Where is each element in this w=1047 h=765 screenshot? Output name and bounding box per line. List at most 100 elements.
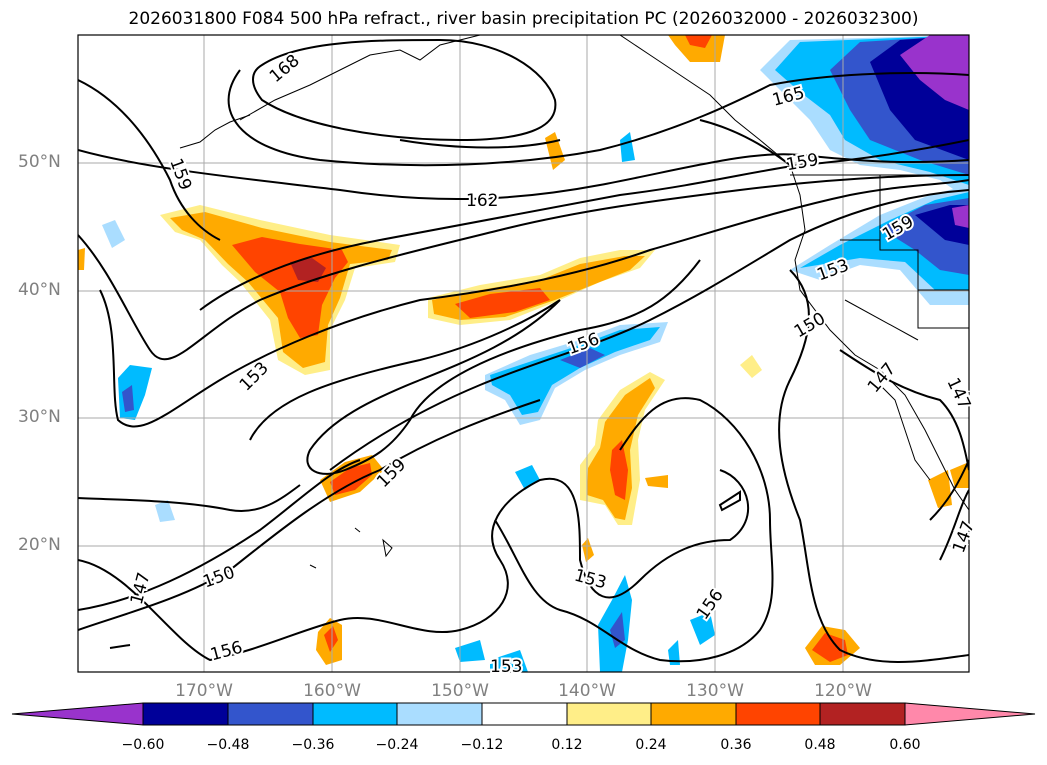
shade-negative-cyan (690, 612, 715, 645)
contour-159d (699, 119, 791, 166)
colorbar-tick: 0.48 (804, 737, 836, 753)
hawaii-island (382, 538, 393, 558)
contour-small (718, 490, 741, 512)
contour-label: 153 (236, 358, 273, 395)
shade-positive-orange (645, 475, 668, 488)
colorbar-tick: −0.48 (206, 737, 250, 753)
alaska-coast (239, 35, 481, 121)
shade-negative-purple (952, 205, 969, 228)
shade-negative-cyan (455, 640, 485, 662)
lon-label: 120°W (814, 681, 872, 701)
lat-label: 40°N (18, 280, 61, 300)
lat-label: 30°N (18, 407, 61, 427)
contour-label: 147 (127, 570, 155, 607)
chart-title: 2026031800 F084 500 hPa refract., river … (128, 9, 919, 29)
colorbar-swatch (735, 702, 821, 726)
contour-small (109, 644, 131, 649)
contour-162 (78, 149, 969, 201)
shade-positive-orange (78, 248, 85, 270)
contour-label: 147 (949, 518, 979, 555)
contour-label: 147 (864, 359, 900, 397)
shade-negative-blue (560, 348, 605, 368)
contour-156c (78, 469, 749, 662)
contour-150 (78, 399, 541, 631)
contour-147c (929, 459, 969, 521)
contour-label: 159 (373, 455, 410, 492)
coastlines (179, 35, 969, 569)
shade-positive-red (330, 463, 372, 495)
colorbar-tick: −0.24 (375, 737, 419, 753)
map-frame (77, 34, 970, 673)
colorbar-swatch (566, 702, 652, 726)
hawaii-island (309, 564, 317, 569)
contour-label: 168 (266, 51, 304, 87)
colorbar-tick: −0.12 (460, 737, 504, 753)
contour-153 (99, 179, 969, 428)
shade-positive-red (812, 633, 848, 662)
shade-negative-cyan (490, 327, 660, 415)
shade-negative-lightblue (155, 500, 175, 522)
contours (78, 38, 969, 663)
shade-negative-lightblue (102, 220, 125, 248)
shade-negative-blue (610, 612, 625, 648)
gulf-of-alaska-coast (619, 35, 969, 511)
contour-165 (227, 69, 969, 167)
contour-tail (399, 139, 561, 149)
shade-positive-orange (668, 35, 725, 62)
lon-label: 140°W (558, 681, 616, 701)
contour-168 (252, 38, 557, 142)
contour-label: 159 (165, 156, 195, 193)
colorbar-extend-high (904, 702, 1036, 726)
colorbar-swatch (650, 702, 737, 726)
contour-156 (78, 174, 969, 361)
colorbar-swatch (819, 702, 906, 726)
shade-positive-red (685, 35, 712, 48)
shade-positive-light (740, 355, 762, 378)
contour-159 (78, 79, 221, 241)
colorbar-tick: 0.36 (720, 737, 752, 753)
lon-label: 150°W (431, 681, 489, 701)
contour-156b (329, 189, 969, 471)
contour-label: 150 (200, 563, 237, 593)
lon-label: 170°W (175, 681, 233, 701)
colorbar-swatch (481, 702, 568, 726)
shade-negative-cyan (668, 640, 680, 665)
colorbar (11, 702, 1036, 726)
colorbar-tick: 0.24 (635, 737, 667, 753)
colorbar-swatch (312, 702, 398, 726)
state-border (844, 299, 919, 341)
shade-positive-dark (290, 258, 326, 282)
contour-147 (78, 459, 361, 611)
contour-label: 153 (572, 566, 609, 594)
colorbar-tick: −0.60 (121, 737, 165, 753)
shade-negative-cyan (620, 132, 635, 162)
contour-label: 150 (791, 309, 829, 343)
shade-positive-red (455, 288, 550, 318)
contour-label: 162 (466, 191, 498, 211)
colorbar-extend-low (11, 702, 144, 726)
lat-label: 20°N (18, 535, 61, 555)
graticule (78, 35, 969, 672)
colorbar-swatch (396, 702, 483, 726)
contour-150b (778, 269, 969, 663)
hawaii-island (354, 527, 361, 533)
contour-153c (494, 397, 774, 663)
aleutian-islands (179, 114, 251, 149)
baja-coast (879, 384, 931, 481)
colorbar-swatch (142, 702, 229, 726)
colorbar-tick: −0.36 (291, 737, 335, 753)
colorbar-tick: 0.60 (889, 737, 921, 753)
shade-positive-red (324, 626, 338, 652)
shade-positive-orange (545, 132, 565, 170)
state-border (879, 175, 969, 329)
colorbar-swatch (227, 702, 314, 726)
shade-positive-red (610, 440, 628, 500)
contour-159c (249, 259, 701, 475)
shade-negative-blue (122, 385, 134, 412)
contour-label: 159 (785, 150, 820, 175)
lat-label: 50°N (18, 152, 61, 172)
shade-negative-cyan (490, 650, 528, 672)
shade-positive-orange (582, 538, 594, 562)
shade-positive-orange (928, 470, 952, 508)
